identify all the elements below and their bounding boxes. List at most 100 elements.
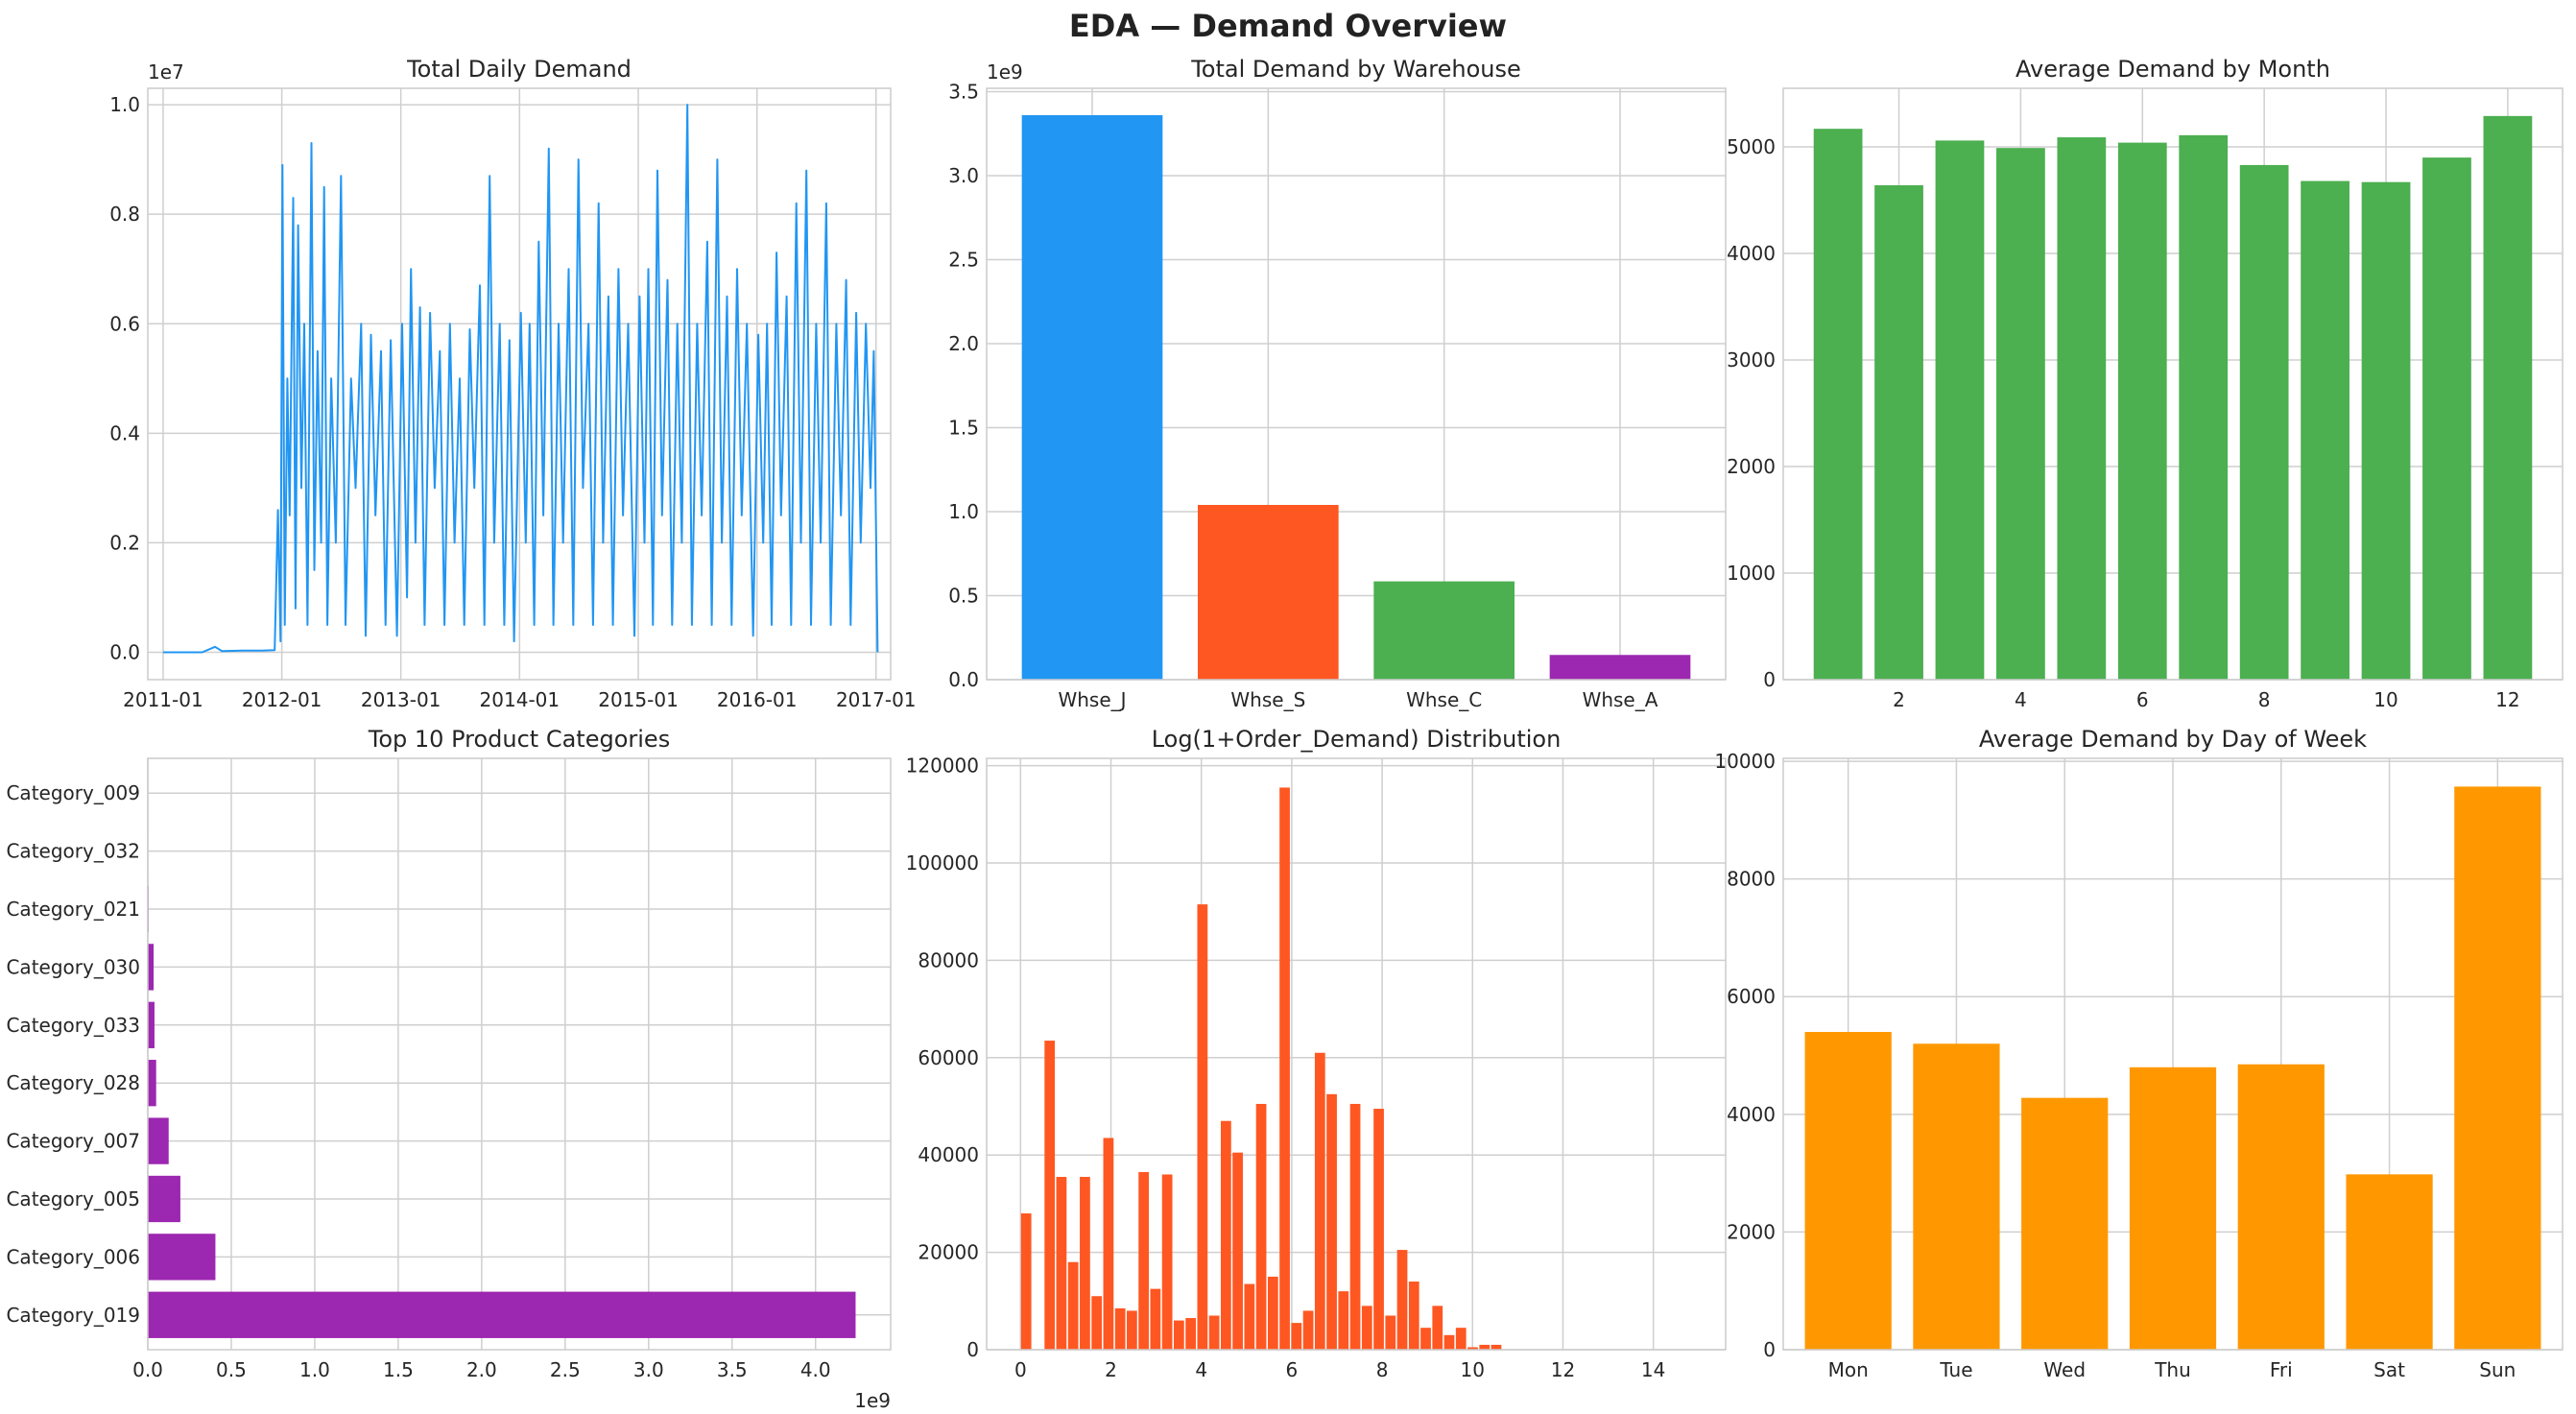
daily-demand-ytick-label: 0.6 — [109, 312, 140, 335]
categories-ytick-label: Category_009 — [6, 781, 140, 804]
log-dist-bar — [1408, 1282, 1419, 1350]
warehouse-xtick-label: Whse_J — [1058, 688, 1126, 711]
log-dist-bar — [1067, 1261, 1079, 1350]
weekday-panel: 0 2000 4000 6000 8000 10000 Mon Tue Wed Thu Fri Sat… — [1714, 726, 2564, 1381]
log-dist-bar — [1208, 1315, 1220, 1350]
log-dist-bar — [1420, 1328, 1431, 1350]
categories-xtick-label: 0.5 — [216, 1358, 247, 1381]
daily-demand-ytick-label: 1.0 — [109, 93, 140, 116]
warehouse-scale-label: 1e9 — [987, 60, 1023, 84]
log-dist-bar — [1373, 1109, 1384, 1350]
categories-ytick-label: Category_021 — [6, 898, 140, 921]
log-dist-xtick-label: 4 — [1195, 1358, 1207, 1381]
categories-bar — [148, 1291, 856, 1338]
daily-demand-xtick-label: 2017-01 — [836, 688, 917, 711]
categories-ytick-label: Category_006 — [6, 1245, 140, 1268]
log-dist-bar — [1185, 1318, 1196, 1350]
log-dist-title: Log(1+Order_Demand) Distribution — [1152, 726, 1562, 753]
daily-demand-xtick-label: 2012-01 — [242, 688, 322, 711]
weekday-xtick-label: Wed — [2043, 1358, 2086, 1381]
month-bar — [2301, 180, 2349, 681]
warehouse-ytick-label: 3.0 — [948, 164, 979, 187]
month-bar — [1874, 185, 1923, 680]
log-dist-bar — [1044, 1041, 1056, 1350]
warehouse-bar — [1373, 581, 1515, 680]
log-dist-ytick-label: 120000 — [906, 755, 979, 778]
warehouse-ytick-label: 2.5 — [948, 249, 979, 272]
categories-xtick-label: 4.0 — [800, 1358, 831, 1381]
categories-scale-label: 1e9 — [854, 1389, 891, 1412]
warehouse-ytick-label: 3.5 — [948, 81, 979, 104]
categories-ytick-label: Category_007 — [6, 1130, 140, 1153]
categories-bar — [148, 1060, 156, 1107]
daily-demand-ytick-label: 0.4 — [109, 421, 140, 444]
log-dist-ytick-label: 20000 — [918, 1241, 979, 1264]
log-dist-ytick-label: 0 — [966, 1338, 979, 1361]
log-dist-bar — [1255, 1103, 1267, 1350]
log-dist-ytick-label: 80000 — [918, 948, 979, 971]
categories-ytick-label: Category_032 — [6, 840, 140, 863]
log-dist-bar — [1479, 1344, 1491, 1350]
categories-xtick-label: 2.5 — [550, 1358, 581, 1381]
weekday-xtick-label: Mon — [1828, 1358, 1869, 1381]
month-bar — [2483, 115, 2533, 680]
log-dist-bar — [1020, 1213, 1032, 1350]
categories-xtick-label: 3.5 — [717, 1358, 748, 1381]
log-dist-bar — [1138, 1171, 1150, 1350]
log-dist-ytick-label: 60000 — [918, 1046, 979, 1069]
daily-demand-title: Total Daily Demand — [406, 56, 632, 83]
log-dist-xtick-label: 2 — [1105, 1358, 1117, 1381]
warehouse-ytick-label: 0.5 — [948, 585, 979, 608]
weekday-bar — [1913, 1043, 2000, 1350]
month-ytick-label: 5000 — [1727, 135, 1776, 158]
log-dist-bar — [1056, 1177, 1067, 1350]
categories-bar — [148, 1117, 169, 1164]
categories-xtick-label: 1.0 — [299, 1358, 330, 1381]
weekday-xtick-label: Tue — [1939, 1358, 1972, 1381]
categories-xtick-label: 1.5 — [383, 1358, 414, 1381]
categories-ytick-label: Category_033 — [6, 1014, 140, 1037]
warehouse-xtick-label: Whse_C — [1406, 688, 1482, 711]
weekday-ytick-label: 0 — [1763, 1338, 1776, 1361]
month-bar — [2239, 164, 2289, 680]
weekday-bar — [2129, 1066, 2217, 1350]
warehouse-bar — [1549, 655, 1691, 680]
warehouse-xtick-label: Whse_A — [1583, 688, 1658, 711]
month-xtick-label: 6 — [2136, 688, 2149, 711]
warehouse-panel: 0.0 0.5 1.0 1.5 2.0 2.5 3.0 3.5 1e9 Whse_J Whse_S W… — [948, 56, 1727, 711]
log-dist-xtick-label: 12 — [1551, 1358, 1575, 1381]
weekday-bar — [2237, 1064, 2325, 1350]
log-dist-bar — [1361, 1306, 1372, 1350]
month-panel: 0 1000 2000 3000 4000 5000 2 4 6 8 10 12 Average Dem… — [1727, 56, 2564, 711]
month-bar — [2361, 181, 2411, 681]
weekday-bar — [2454, 786, 2541, 1350]
weekday-ytick-label: 10000 — [1714, 750, 1776, 773]
log-dist-xtick-label: 0 — [1014, 1358, 1027, 1381]
month-bar — [2422, 157, 2471, 680]
month-frame — [1782, 87, 2564, 681]
categories-xtick-label: 3.0 — [633, 1358, 664, 1381]
categories-title: Top 10 Product Categories — [368, 726, 670, 753]
categories-ytick-label: Category_030 — [6, 955, 140, 978]
month-ytick-label: 0 — [1763, 668, 1776, 691]
log-dist-bar — [1267, 1276, 1278, 1350]
categories-xtick-label: 0.0 — [132, 1358, 163, 1381]
weekday-bar — [2346, 1174, 2433, 1350]
categories-bar — [148, 1234, 216, 1281]
log-dist-bar — [1443, 1334, 1455, 1350]
warehouse-ytick-label: 0.0 — [948, 668, 979, 691]
warehouse-bar — [1198, 505, 1339, 680]
month-xtick-label: 2 — [1893, 688, 1905, 711]
log-dist-bar — [1326, 1093, 1337, 1350]
log-dist-ytick-label: 40000 — [918, 1143, 979, 1166]
log-dist-bar — [1174, 1320, 1184, 1350]
weekday-xtick-label: Thu — [2154, 1358, 2191, 1381]
month-xtick-label: 10 — [2373, 688, 2397, 711]
log-dist-bar — [1349, 1103, 1361, 1350]
month-bar — [2179, 134, 2229, 680]
daily-demand-line — [162, 104, 879, 654]
warehouse-frame — [986, 87, 1727, 681]
log-dist-bar — [1114, 1307, 1126, 1350]
daily-demand-xtick-label: 2014-01 — [480, 688, 561, 711]
warehouse-xtick-label: Whse_S — [1230, 688, 1305, 711]
